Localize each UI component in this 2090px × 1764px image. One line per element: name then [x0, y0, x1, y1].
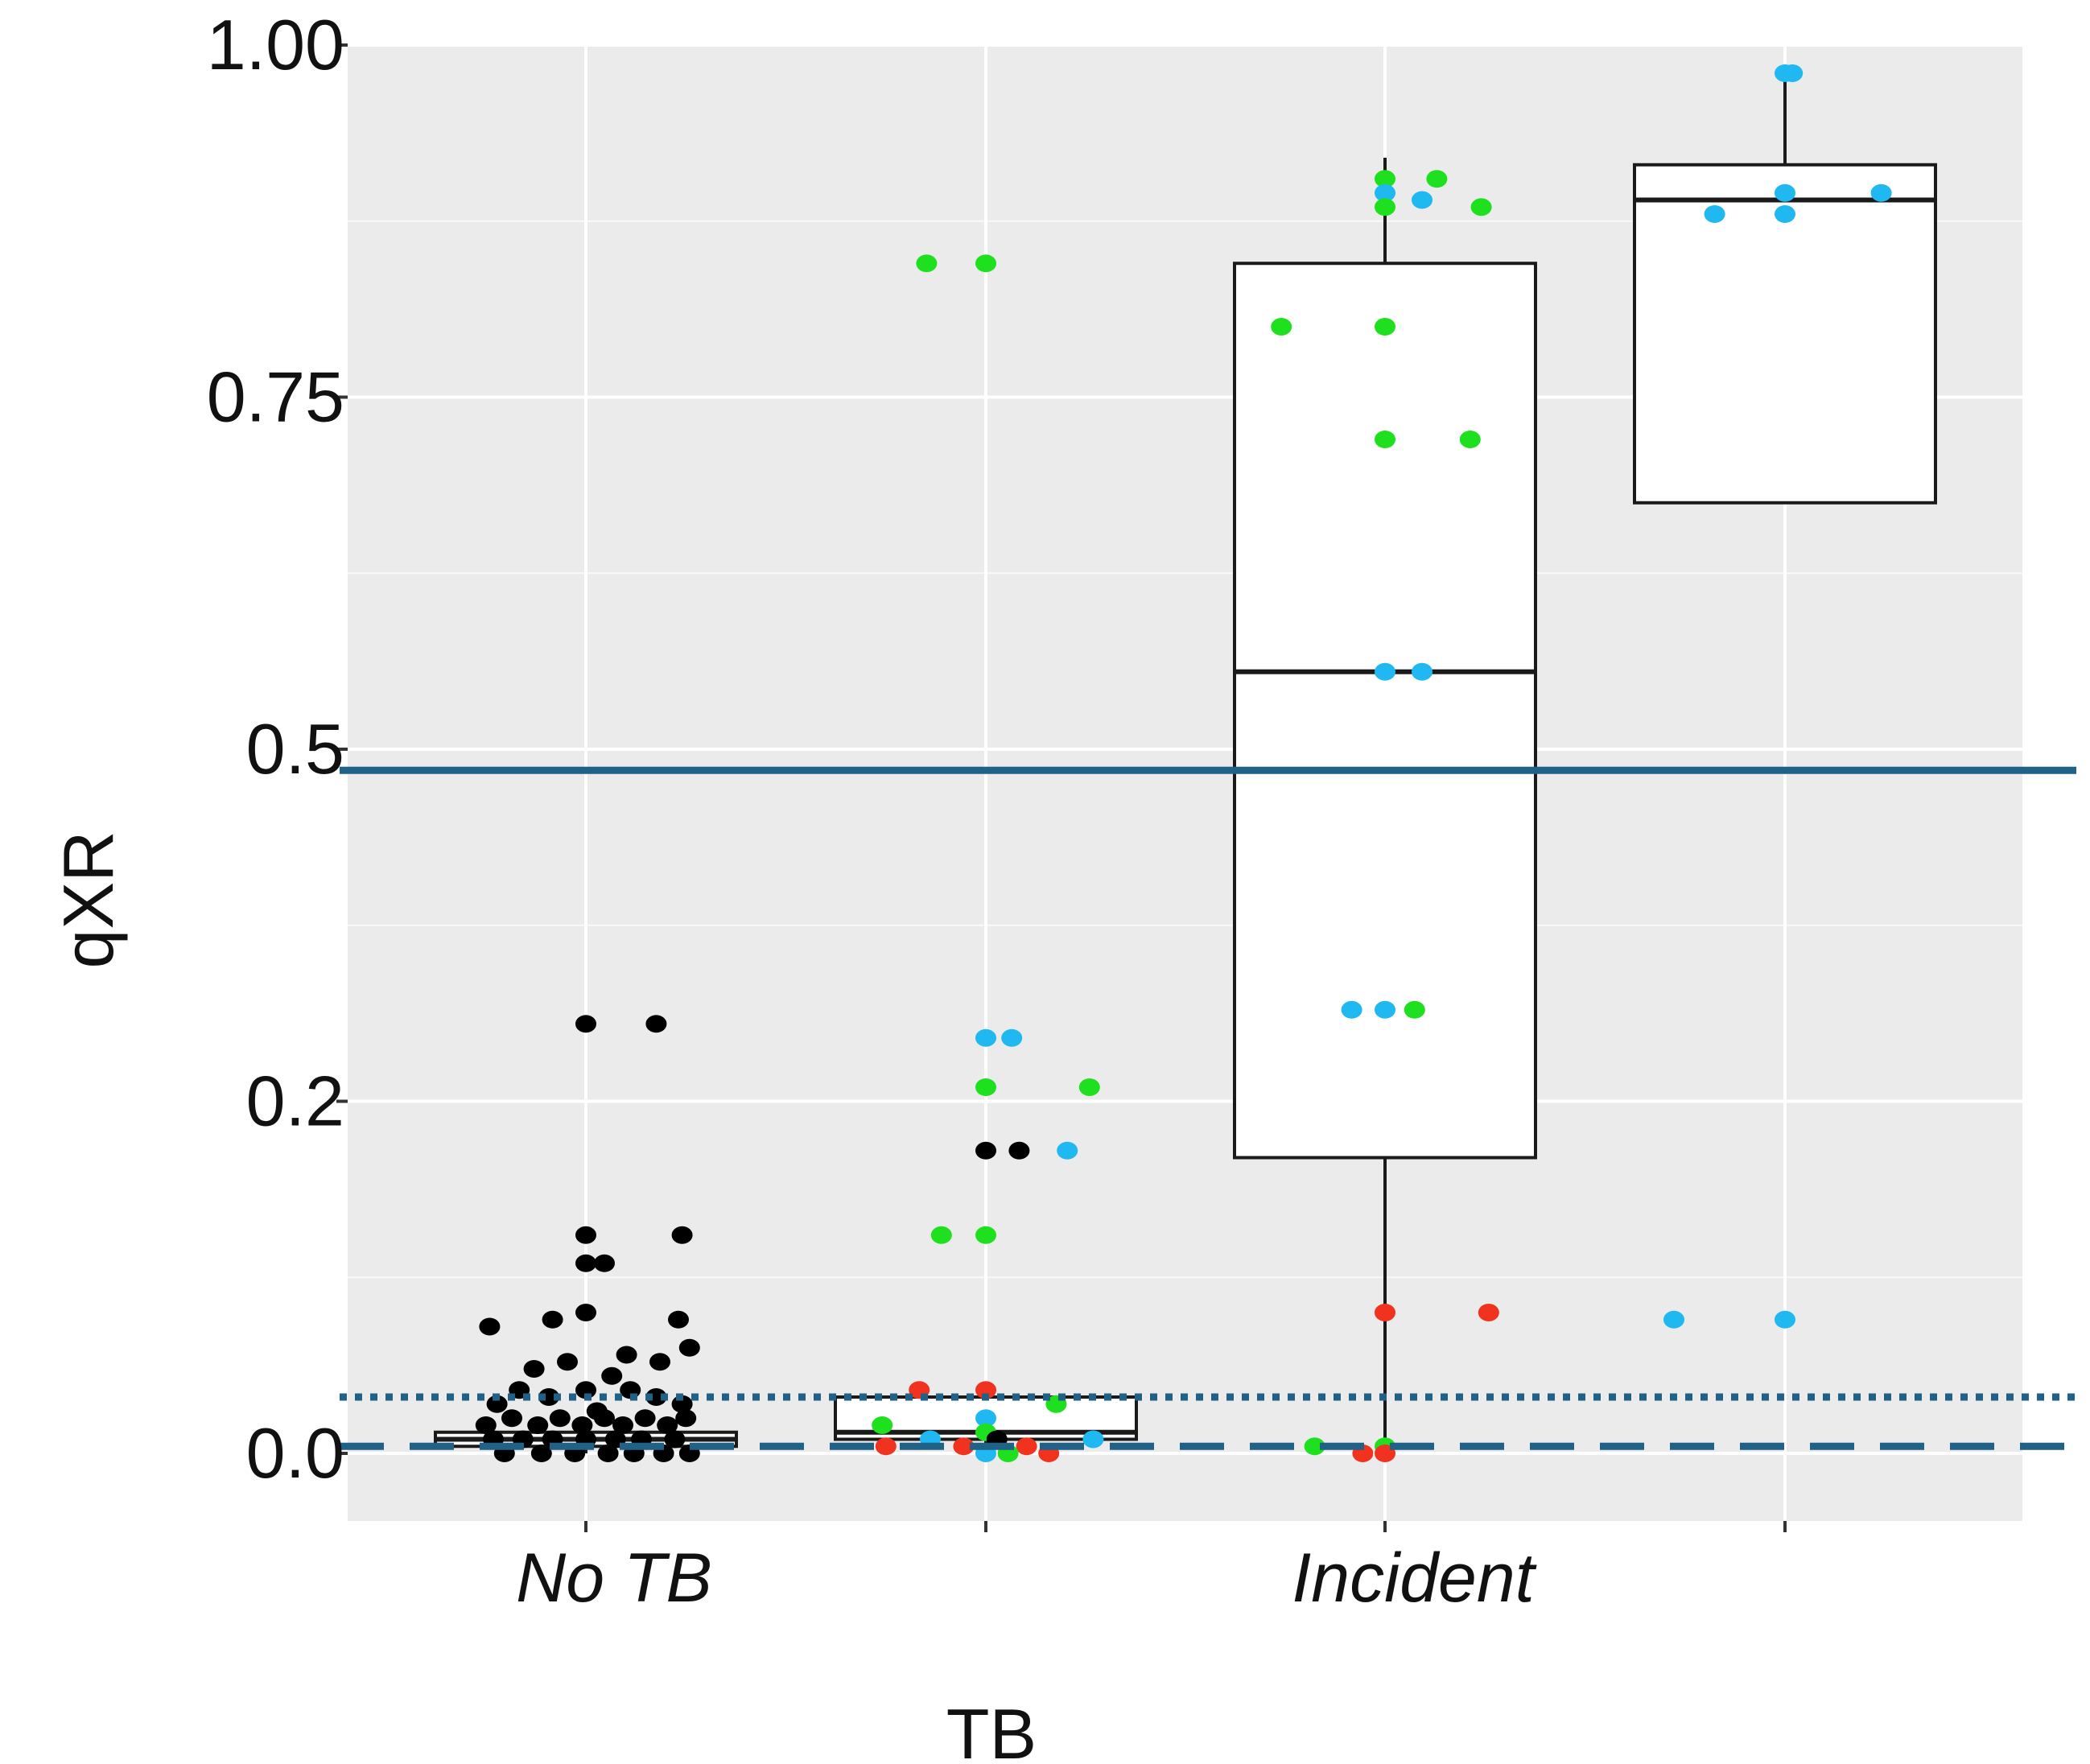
data-point	[486, 1395, 508, 1413]
data-point	[657, 1416, 678, 1434]
data-point	[872, 1416, 893, 1434]
box-iqr	[1233, 262, 1537, 1160]
data-point	[1412, 662, 1432, 681]
data-point	[1375, 183, 1395, 202]
data-point	[594, 1254, 615, 1272]
data-point	[549, 1409, 571, 1428]
data-point	[645, 1388, 667, 1406]
minor-gridlines	[348, 220, 2022, 1279]
data-point	[975, 1028, 996, 1047]
data-point	[645, 1015, 667, 1033]
data-point	[542, 1310, 563, 1329]
data-point	[668, 1310, 689, 1329]
y-tick-label: 0.0	[246, 1413, 344, 1493]
data-point	[475, 1416, 497, 1434]
data-point	[530, 1445, 552, 1462]
data-point	[575, 1226, 596, 1244]
x-category-label: No TB	[516, 1539, 712, 1617]
data-point	[664, 1430, 686, 1449]
data-point	[1775, 205, 1795, 223]
data-point	[479, 1317, 501, 1336]
data-point	[601, 1366, 623, 1385]
data-point	[1870, 183, 1892, 202]
data-point	[1375, 662, 1395, 681]
y-tick-label: 0.5	[246, 709, 344, 789]
data-point	[1663, 1310, 1684, 1329]
x-category-label: Incident	[1292, 1539, 1536, 1617]
data-point	[975, 254, 996, 273]
data-point	[975, 1381, 996, 1399]
data-point	[557, 1353, 578, 1371]
data-point	[1016, 1437, 1037, 1456]
data-point	[1478, 1304, 1499, 1321]
x-axis-title: TB	[946, 1694, 1037, 1764]
reference-lines	[340, 766, 2076, 1450]
data-point	[1375, 431, 1395, 448]
data-point	[1271, 318, 1292, 336]
y-axis-ticks: 0.0 0.2 0.5 0.75 1.00	[207, 5, 348, 1493]
data-point	[675, 1409, 697, 1428]
data-point	[501, 1409, 522, 1428]
y-tick-label: 1.00	[207, 5, 344, 84]
data-point	[575, 1304, 596, 1321]
data-point	[1375, 318, 1395, 336]
data-point	[916, 254, 938, 273]
data-point	[1404, 1000, 1425, 1019]
data-point	[1470, 198, 1492, 216]
data-point	[575, 1015, 596, 1033]
data-point	[571, 1416, 593, 1434]
data-point	[975, 1078, 996, 1096]
data-point	[975, 1141, 996, 1160]
data-point	[875, 1437, 897, 1456]
data-point	[1775, 1310, 1795, 1329]
data-point	[953, 1437, 975, 1456]
data-point	[597, 1445, 619, 1462]
y-axis-title: qXR	[48, 830, 128, 968]
data-point	[1375, 1000, 1395, 1019]
data-point	[594, 1409, 615, 1428]
data-point	[1775, 183, 1795, 202]
data-point	[1008, 1141, 1030, 1160]
data-point	[612, 1416, 633, 1434]
data-point	[1426, 170, 1448, 188]
data-point	[649, 1353, 670, 1371]
data-point	[527, 1416, 549, 1434]
data-point	[634, 1409, 656, 1428]
data-point	[538, 1388, 559, 1406]
data-point	[1459, 431, 1481, 448]
data-point	[678, 1338, 700, 1357]
x-axis-ticks: No TB Incident	[516, 1521, 1787, 1617]
data-point	[1704, 205, 1725, 223]
data-point	[575, 1254, 596, 1272]
data-point	[1375, 170, 1395, 188]
data-point	[1057, 1141, 1078, 1160]
data-point	[1375, 1304, 1395, 1321]
y-tick-label: 0.75	[207, 357, 344, 437]
data-point	[975, 1226, 996, 1244]
data-point	[1375, 198, 1395, 216]
y-tick-label: 0.2	[246, 1061, 344, 1141]
data-point	[1001, 1028, 1023, 1047]
data-point	[1304, 1437, 1325, 1456]
data-point	[616, 1346, 637, 1364]
data-point	[1341, 1000, 1362, 1019]
data-point	[1082, 1430, 1104, 1449]
data-point	[1782, 64, 1804, 82]
data-point	[523, 1360, 545, 1378]
data-point	[671, 1226, 693, 1244]
data-point	[930, 1226, 952, 1244]
data-point	[1412, 191, 1432, 209]
data-point	[1078, 1078, 1100, 1096]
data-point	[975, 1409, 996, 1428]
